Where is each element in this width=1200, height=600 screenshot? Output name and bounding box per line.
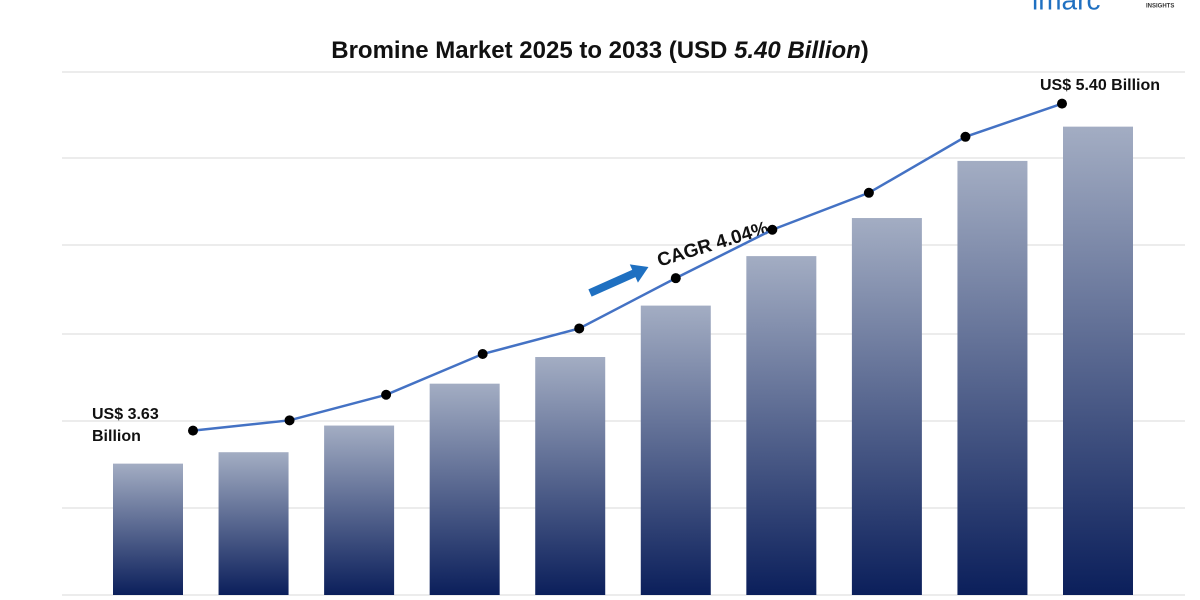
trend-point xyxy=(477,348,488,359)
bar xyxy=(1063,126,1133,595)
bar xyxy=(535,357,606,595)
bar xyxy=(640,305,711,595)
trend-point xyxy=(284,415,295,426)
bar xyxy=(324,425,395,595)
title-part: Bromine Market 2025 to 2033 (USD xyxy=(331,37,734,64)
bar xyxy=(113,463,183,595)
trend-point xyxy=(767,224,778,235)
trend-point xyxy=(188,425,198,436)
bar xyxy=(851,218,922,596)
trend-point xyxy=(381,389,392,400)
trend-point xyxy=(960,131,971,142)
bar xyxy=(957,160,1028,595)
cagr-arrow xyxy=(588,264,649,297)
trend-point xyxy=(1057,98,1067,109)
arrow-shaft xyxy=(588,269,638,297)
title-part: ) xyxy=(861,37,869,64)
bar xyxy=(746,256,817,595)
arrow-head xyxy=(629,264,649,283)
trend-point xyxy=(863,187,874,198)
logo-text: imarc xyxy=(1032,0,1100,15)
chart-title: Bromine Market 2025 to 2033 (USD 5.40 Bi… xyxy=(331,37,869,64)
bar xyxy=(429,383,500,595)
value-label: US$ 5.40 Billion xyxy=(1040,76,1161,94)
trend-point xyxy=(574,323,585,334)
logo-subtext: INSIGHTS xyxy=(1146,4,1174,10)
trend-point xyxy=(670,273,681,284)
value-label: US$ 3.63 Billion xyxy=(92,405,159,445)
title-emphasis: 5.40 Billion xyxy=(734,37,861,64)
bar xyxy=(218,452,289,595)
trend-line xyxy=(192,102,1063,432)
